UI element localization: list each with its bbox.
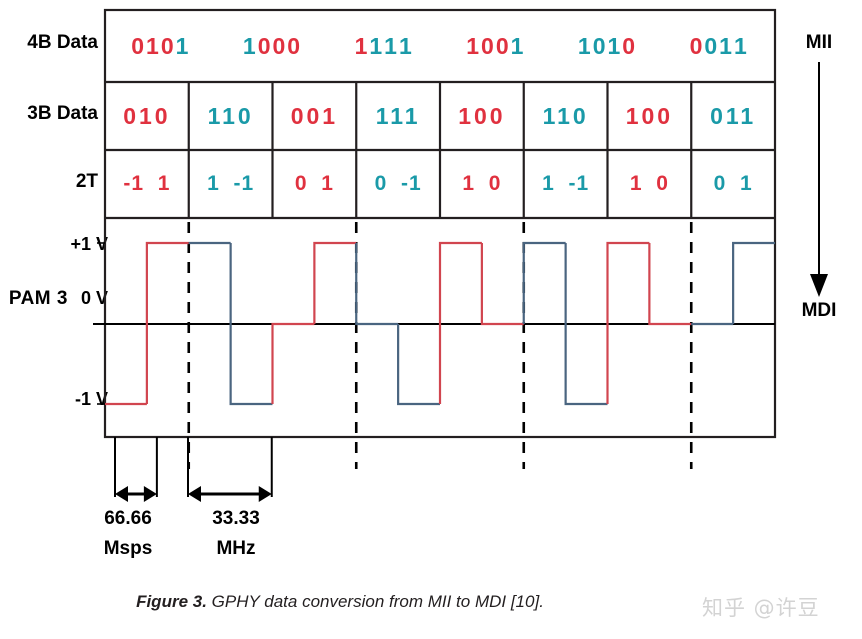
- digit-4b-5-0: 0: [689, 32, 705, 59]
- cell-3b-6: 100: [608, 82, 692, 150]
- digit-4b-4-3: 0: [622, 32, 638, 59]
- period-dashed-lines: [187, 222, 693, 469]
- digit-4b-0-3: 1: [175, 32, 191, 59]
- digits-3b-0: 010: [123, 102, 171, 129]
- digit-4b-0-0: 0: [131, 32, 147, 59]
- cell-2t-7: 0 1: [691, 150, 775, 218]
- digit-4b-4-1: 0: [592, 32, 608, 59]
- digits-3b-4: 100: [458, 102, 506, 129]
- mii-to-mdi-arrow: [810, 62, 828, 297]
- digit-4b-3-1: 0: [481, 32, 496, 59]
- flow-label-mdi: MDI: [801, 300, 837, 321]
- watermark: 知乎 @许豆: [702, 596, 820, 620]
- digit-4b-5-2: 1: [719, 32, 734, 59]
- digit-4b-2-3: 1: [398, 32, 414, 59]
- symbols-2t-6: 1 0: [629, 172, 669, 195]
- digit-4b-3-2: 0: [495, 32, 511, 59]
- digits-3b-7: 011: [710, 102, 757, 129]
- cell-3b-0: 010: [105, 82, 189, 150]
- digits-3b-6: 100: [625, 102, 674, 129]
- voltage-tick-zero: 0 V: [80, 288, 108, 308]
- cell-3b-2: 001: [273, 82, 357, 150]
- cell-2t-6: 1 0: [608, 150, 692, 218]
- digit-4b-4-0: 1: [577, 32, 593, 59]
- digit-4b-1-2: 0: [272, 32, 288, 59]
- digits-3b-1: 110: [207, 102, 254, 129]
- cell-3b-4: 100: [440, 82, 524, 150]
- voltage-tick-plus1: +1 V: [70, 234, 108, 254]
- digit-4b-1-1: 0: [257, 32, 273, 59]
- symbols-2t-7: 0 1: [713, 172, 753, 195]
- cell-3b-5: 110: [524, 82, 608, 150]
- digit-4b-4-2: 1: [607, 32, 623, 59]
- digit-4b-3-3: 1: [510, 32, 526, 59]
- cell-3b-3: 111: [356, 82, 440, 150]
- table-grid: [103, 8, 777, 439]
- symbols-2t-1: 1 -1: [207, 172, 255, 195]
- row-label-pam3: PAM 3: [8, 288, 68, 309]
- cell-2t-4: 1 0: [440, 150, 524, 218]
- row-label-3b-data: 3B Data: [27, 103, 98, 124]
- cell-2t-1: 1 -1: [189, 150, 273, 218]
- timing-unit-mdi: MHz: [216, 538, 256, 559]
- cell-3b-1: 110: [189, 82, 273, 150]
- symbols-2t-0: -1 1: [123, 172, 171, 195]
- cell-2t-3: 0 -1: [356, 150, 440, 218]
- digit-4b-0-1: 1: [146, 32, 161, 59]
- symbols-2t-5: 1 -1: [542, 172, 590, 195]
- digit-4b-2-2: 1: [384, 32, 399, 59]
- digit-4b-5-3: 1: [733, 32, 749, 59]
- timing-value-mii: 66.66: [104, 508, 152, 529]
- digits-3b-5: 110: [542, 102, 589, 129]
- cell-2t-5: 1 -1: [524, 150, 608, 218]
- figure-number: Figure 3.: [136, 592, 207, 611]
- digit-4b-2-0: 1: [354, 32, 370, 59]
- timing-unit-mii: Msps: [103, 538, 153, 559]
- digit-4b-1-3: 0: [287, 32, 303, 59]
- timing-value-mdi: 33.33: [212, 508, 260, 529]
- cell-2t-2: 0 1: [273, 150, 357, 218]
- digit-4b-3-0: 1: [466, 32, 482, 59]
- digit-4b-1-0: 1: [242, 32, 258, 59]
- symbols-2t-2: 0 1: [294, 172, 334, 195]
- timing-arrows: [114, 437, 273, 502]
- symbols-2t-4: 1 0: [462, 172, 502, 195]
- figure-caption-text: GPHY data conversion from MII to MDI [10…: [206, 592, 544, 611]
- figure-caption: Figure 3. GPHY data conversion from MII …: [0, 592, 680, 612]
- cell-3b-7: 011: [691, 82, 775, 150]
- digit-4b-2-1: 1: [369, 32, 385, 59]
- digit-4b-5-1: 0: [704, 32, 720, 59]
- row-label-2t: 2T: [75, 171, 98, 192]
- flow-label-mii: MII: [805, 32, 833, 53]
- digit-4b-0-2: 0: [160, 32, 176, 59]
- row-label-4b-data: 4B Data: [27, 32, 98, 53]
- pam3-waveform: [93, 241, 775, 406]
- digits-3b-2: 001: [290, 102, 339, 129]
- digits-3b-3: 111: [375, 102, 421, 129]
- symbols-2t-3: 0 -1: [374, 172, 422, 195]
- cell-2t-0: -1 1: [105, 150, 189, 218]
